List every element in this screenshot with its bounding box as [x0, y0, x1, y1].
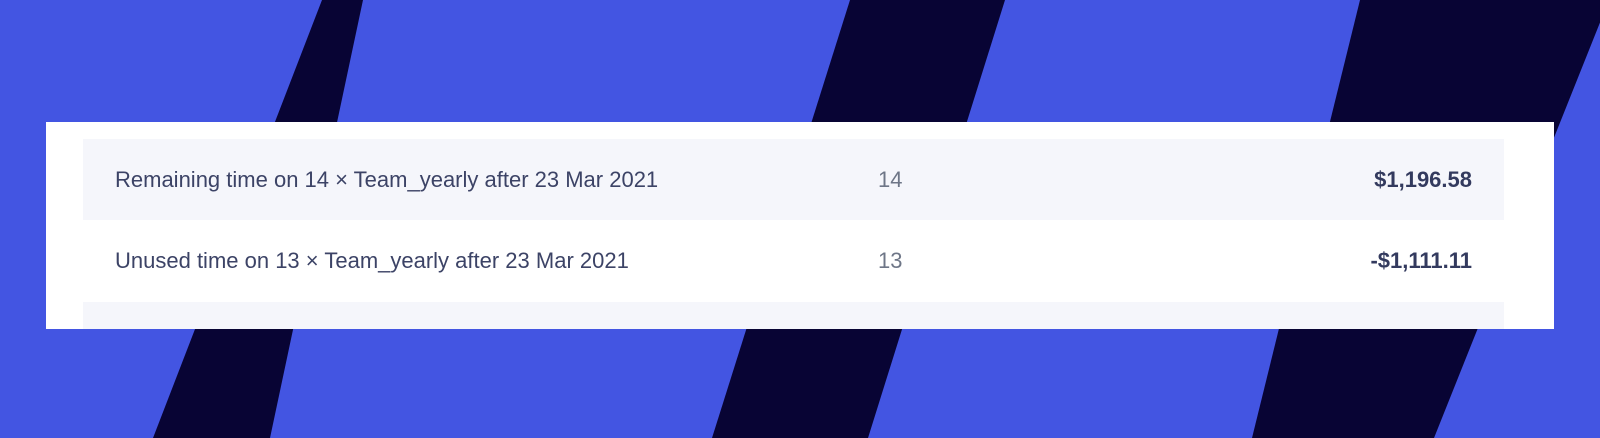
line-item-description: Remaining time on 14 × Team_yearly after…: [115, 166, 659, 192]
line-item-amount: $1,196.58: [1374, 166, 1472, 192]
line-item-quantity: 14: [878, 166, 903, 192]
line-item-row-remaining-time: Remaining time on 14 × Team_yearly after…: [83, 139, 1504, 220]
line-item-quantity: 13: [878, 248, 903, 273]
line-item-amount: -$1,111.11: [1370, 248, 1472, 273]
line-item-row-unused-time: Unused time on 13 × Team_yearly after 23…: [83, 220, 1504, 302]
line-item-description: Unused time on 13 × Team_yearly after 23…: [115, 248, 629, 273]
billing-line-items-card: Remaining time on 14 × Team_yearly after…: [46, 122, 1554, 329]
line-item-row-partial: [83, 302, 1504, 329]
